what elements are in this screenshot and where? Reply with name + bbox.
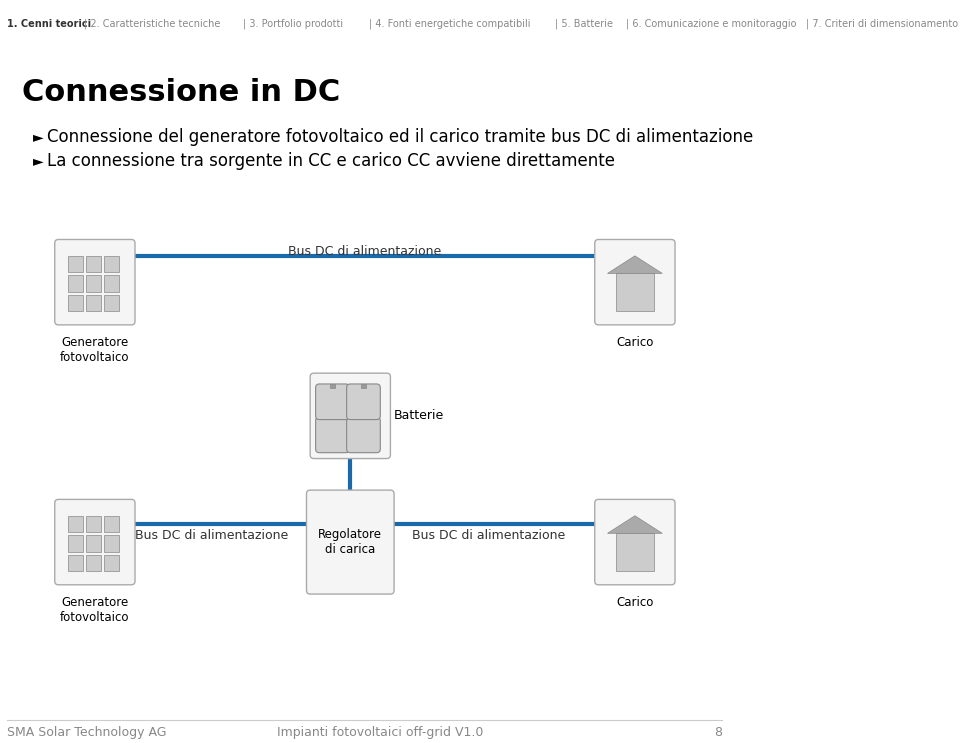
Text: Bus DC di alimentazione: Bus DC di alimentazione	[288, 244, 442, 258]
FancyBboxPatch shape	[67, 516, 83, 532]
Text: La connessione tra sorgente in CC e carico CC avviene direttamente: La connessione tra sorgente in CC e cari…	[47, 152, 615, 170]
FancyBboxPatch shape	[316, 417, 349, 452]
Polygon shape	[608, 516, 662, 533]
FancyBboxPatch shape	[306, 490, 394, 594]
FancyBboxPatch shape	[85, 276, 101, 292]
FancyBboxPatch shape	[104, 516, 119, 532]
Bar	[615, 273, 654, 311]
Text: SMA Solar Technology AG: SMA Solar Technology AG	[8, 726, 167, 739]
Text: ►: ►	[33, 130, 43, 144]
FancyBboxPatch shape	[595, 239, 675, 325]
FancyBboxPatch shape	[67, 256, 83, 273]
Text: Connessione in DC: Connessione in DC	[22, 78, 340, 107]
Text: | 6. Comunicazione e monitoraggio: | 6. Comunicazione e monitoraggio	[626, 19, 796, 29]
FancyBboxPatch shape	[85, 516, 101, 532]
FancyBboxPatch shape	[67, 555, 83, 571]
FancyBboxPatch shape	[316, 384, 349, 420]
FancyBboxPatch shape	[55, 499, 135, 585]
Text: Generatore
fotovoltaico: Generatore fotovoltaico	[60, 596, 130, 623]
FancyBboxPatch shape	[85, 535, 101, 552]
Text: | 4. Fonti energetiche compatibili: | 4. Fonti energetiche compatibili	[369, 19, 530, 29]
FancyBboxPatch shape	[347, 384, 380, 420]
Text: Batterie: Batterie	[394, 409, 444, 422]
FancyBboxPatch shape	[67, 535, 83, 552]
FancyBboxPatch shape	[347, 417, 380, 452]
Text: Carico: Carico	[616, 336, 654, 348]
Text: Connessione del generatore fotovoltaico ed il carico tramite bus DC di alimentaz: Connessione del generatore fotovoltaico …	[47, 129, 754, 146]
Text: | 2. Caratteristiche tecniche: | 2. Caratteristiche tecniche	[84, 19, 220, 29]
Text: Impianti fotovoltaici off-grid V1.0: Impianti fotovoltaici off-grid V1.0	[277, 726, 484, 739]
FancyBboxPatch shape	[104, 295, 119, 311]
Text: 1. Cenni teorici: 1. Cenni teorici	[8, 19, 91, 28]
Text: Generatore
fotovoltaico: Generatore fotovoltaico	[60, 336, 130, 363]
FancyBboxPatch shape	[55, 239, 135, 325]
FancyBboxPatch shape	[85, 295, 101, 311]
FancyBboxPatch shape	[595, 499, 675, 585]
Bar	[330, 384, 335, 388]
FancyBboxPatch shape	[104, 256, 119, 273]
Text: | 7. Criteri di dimensionamento: | 7. Criteri di dimensionamento	[806, 19, 958, 29]
FancyBboxPatch shape	[85, 256, 101, 273]
FancyBboxPatch shape	[310, 373, 391, 458]
Text: Bus DC di alimentazione: Bus DC di alimentazione	[135, 530, 288, 542]
FancyBboxPatch shape	[67, 276, 83, 292]
FancyBboxPatch shape	[104, 276, 119, 292]
Bar	[361, 384, 366, 388]
Bar	[615, 533, 654, 571]
Text: Regolatore
di carica: Regolatore di carica	[319, 528, 382, 556]
Polygon shape	[608, 256, 662, 273]
FancyBboxPatch shape	[67, 295, 83, 311]
Text: | 3. Portfolio prodotti: | 3. Portfolio prodotti	[243, 19, 343, 29]
FancyBboxPatch shape	[104, 535, 119, 552]
Text: Bus DC di alimentazione: Bus DC di alimentazione	[412, 530, 565, 542]
Text: 8: 8	[714, 726, 723, 739]
Text: ►: ►	[33, 154, 43, 168]
Text: | 5. Batterie: | 5. Batterie	[555, 19, 612, 29]
Text: Carico: Carico	[616, 596, 654, 609]
FancyBboxPatch shape	[104, 555, 119, 571]
FancyBboxPatch shape	[85, 555, 101, 571]
